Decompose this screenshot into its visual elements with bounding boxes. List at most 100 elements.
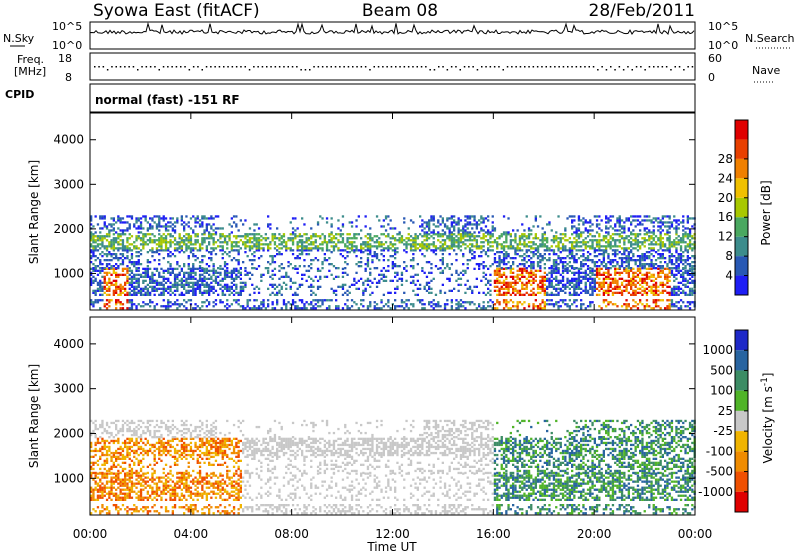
data-point (686, 305, 689, 308)
data-point (639, 233, 642, 236)
data-point (355, 237, 358, 240)
freq-dot (403, 66, 406, 68)
data-point (668, 225, 671, 228)
data-point (625, 265, 628, 268)
data-point (643, 287, 646, 290)
data-point (337, 249, 340, 252)
data-point (607, 277, 610, 280)
data-point (112, 237, 115, 240)
data-point (194, 241, 197, 244)
data-point (521, 249, 524, 252)
data-point (423, 227, 426, 230)
data-point (534, 219, 537, 222)
data-point (605, 265, 608, 268)
data-point (183, 251, 186, 254)
data-point (303, 303, 306, 306)
data-point (189, 235, 193, 238)
data-point (548, 279, 551, 282)
data-point (273, 273, 277, 276)
data-point (443, 241, 447, 244)
data-point (325, 245, 329, 248)
data-point (607, 283, 610, 286)
data-point (484, 277, 488, 280)
data-point (126, 245, 129, 248)
data-point (602, 249, 605, 252)
data-point (366, 233, 370, 236)
data-point (648, 255, 651, 258)
data-point (230, 275, 233, 278)
data-point (521, 273, 524, 276)
data-point (303, 259, 306, 262)
data-point (119, 307, 122, 310)
data-point (591, 271, 594, 274)
data-point (459, 305, 463, 308)
data-point (219, 283, 222, 286)
data-point (527, 271, 531, 274)
data-point (527, 233, 531, 236)
freq-dot (111, 66, 113, 68)
data-point (591, 293, 594, 296)
data-point (149, 217, 152, 220)
data-point (512, 271, 515, 274)
data-point (149, 261, 152, 264)
data-point (307, 303, 311, 306)
data-point (217, 281, 220, 284)
data-point (362, 305, 365, 308)
data-point (645, 219, 649, 222)
data-point (557, 245, 560, 248)
data-point (602, 261, 605, 264)
freq-dot (218, 66, 221, 68)
data-point (405, 241, 408, 244)
data-point (135, 269, 138, 272)
data-point (369, 247, 372, 250)
data-point (641, 285, 644, 288)
data-point (115, 231, 118, 234)
data-point (319, 247, 322, 250)
data-point (577, 235, 581, 238)
data-point (92, 492, 95, 495)
data-point (103, 215, 106, 218)
data-point (405, 303, 408, 306)
data-point (155, 289, 159, 292)
data-point (366, 277, 370, 280)
data-point (162, 237, 165, 240)
data-point (409, 259, 413, 262)
data-point (591, 269, 594, 272)
data-point (614, 223, 617, 226)
data-point (103, 285, 106, 288)
data-point (584, 275, 587, 278)
data-point (586, 291, 590, 294)
data-point (514, 293, 517, 296)
freq-dot (334, 66, 337, 68)
data-point (355, 303, 358, 306)
data-point (684, 249, 687, 252)
data-point (223, 251, 227, 254)
data-point (512, 257, 515, 260)
data-point (414, 233, 417, 236)
data-point (625, 249, 628, 252)
data-point (128, 293, 131, 296)
data-point (416, 235, 419, 238)
data-point (375, 267, 379, 270)
data-point (90, 445, 93, 449)
data-point (201, 273, 204, 276)
data-point (137, 277, 140, 280)
data-point (130, 305, 134, 308)
data-point (591, 279, 594, 282)
data-point (128, 287, 131, 290)
data-point (661, 229, 664, 232)
data-point (593, 279, 596, 282)
data-point (330, 237, 333, 240)
data-point (226, 269, 229, 272)
data-point (160, 245, 163, 248)
data-point (457, 307, 460, 310)
data-point (591, 247, 594, 250)
data-point (366, 245, 370, 248)
data-point (373, 255, 376, 258)
data-point (176, 285, 179, 288)
data-point (459, 237, 463, 240)
data-point (119, 233, 122, 236)
data-point (149, 293, 152, 296)
freq-dot (592, 66, 595, 68)
data-point (409, 281, 413, 284)
